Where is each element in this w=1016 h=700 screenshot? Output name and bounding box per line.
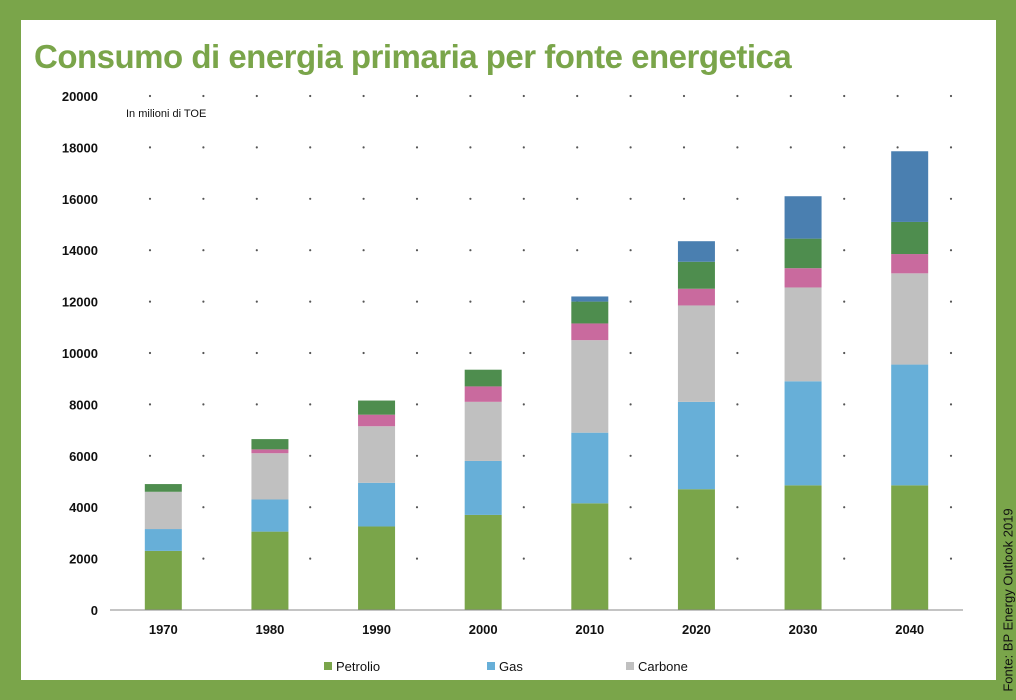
- bar-segment-petrolio-2030: [784, 485, 822, 610]
- y-tick-label: 20000: [62, 89, 98, 104]
- x-tick-label: 2010: [575, 622, 604, 637]
- bar-segment-nucleare-2020: [677, 288, 715, 306]
- bar-segment-nucleare-2000: [464, 386, 502, 402]
- bar-segment-gas-1970: [144, 529, 182, 551]
- bar-segment-rinnovabili-2030: [784, 196, 822, 239]
- legend-label-gas: Gas: [499, 659, 523, 674]
- y-tick-label: 16000: [62, 192, 98, 207]
- x-tick-label: 1970: [149, 622, 178, 637]
- bar-segment-nucleare-1980: [251, 449, 289, 454]
- bar-segment-gas-2040: [891, 364, 929, 486]
- x-tick-label: 1990: [362, 622, 391, 637]
- bar-segment-idroelettrico-2040: [891, 221, 929, 255]
- bar-segment-rinnovabili-2010: [571, 296, 609, 302]
- bar-segment-petrolio-1980: [251, 531, 289, 610]
- bar-segment-gas-2010: [571, 432, 609, 504]
- x-tick-label: 2030: [789, 622, 818, 637]
- bar-segment-nucleare-2040: [891, 254, 929, 274]
- x-tick-label: 1980: [255, 622, 284, 637]
- legend-swatch-gas: [487, 662, 495, 670]
- bar-segment-petrolio-1970: [144, 550, 182, 610]
- bar-segment-carbone-2020: [677, 305, 715, 402]
- chart-title: Consumo di energia primaria per fonte en…: [34, 38, 792, 75]
- legend-label-carbone: Carbone: [638, 659, 688, 674]
- bar-segment-gas-1980: [251, 499, 289, 532]
- bar-segment-petrolio-2040: [891, 485, 929, 610]
- bar-segment-petrolio-2000: [464, 514, 502, 610]
- bar-segment-carbone-2040: [891, 273, 929, 365]
- bar-segment-nucleare-2030: [784, 268, 822, 288]
- bar-segment-carbone-2010: [571, 340, 609, 433]
- bar-segment-nucleare-2010: [571, 323, 609, 341]
- legend-swatch-carbone: [626, 662, 634, 670]
- y-tick-label: 4000: [69, 500, 98, 515]
- bar-segment-nucleare-1990: [358, 414, 396, 427]
- y-tick-label: 6000: [69, 449, 98, 464]
- legend-label-petrolio: Petrolio: [336, 659, 380, 674]
- bar-segment-gas-2030: [784, 381, 822, 486]
- bar-segment-idroelettrico-1990: [358, 400, 396, 415]
- bar-segment-rinnovabili-2020: [677, 241, 715, 262]
- bar-segment-idroelettrico-2010: [571, 301, 609, 324]
- y-tick-label: 2000: [69, 552, 98, 567]
- legend-swatch-petrolio: [324, 662, 332, 670]
- bar-segment-idroelettrico-1970: [144, 484, 182, 492]
- chart-panel: [21, 20, 996, 680]
- y-tick-label: 10000: [62, 346, 98, 361]
- bar-segment-gas-2000: [464, 460, 502, 515]
- source-credit: Fonte: BP Energy Outlook 2019: [1000, 508, 1016, 692]
- bar-segment-petrolio-1990: [358, 526, 396, 610]
- bar-segment-carbone-1980: [251, 453, 289, 500]
- bar-segment-carbone-2030: [784, 287, 822, 382]
- bar-segment-gas-2020: [677, 401, 715, 490]
- bar-segment-rinnovabili-2040: [891, 151, 929, 222]
- bar-segment-carbone-1990: [358, 426, 396, 483]
- y-tick-label: 14000: [62, 243, 98, 258]
- bar-segment-idroelettrico-1980: [251, 439, 289, 450]
- y-tick-label: 0: [91, 603, 98, 618]
- x-tick-label: 2000: [469, 622, 498, 637]
- bar-segment-gas-1990: [358, 482, 396, 527]
- bar-segment-carbone-1970: [144, 491, 182, 530]
- bar-segment-idroelettrico-2030: [784, 238, 822, 269]
- bar-segment-idroelettrico-2020: [677, 261, 715, 289]
- bar-segment-petrolio-2010: [571, 503, 609, 610]
- y-tick-label: 18000: [62, 140, 98, 155]
- bar-segment-idroelettrico-2000: [464, 369, 502, 387]
- bar-segment-carbone-2000: [464, 401, 502, 461]
- y-tick-label: 12000: [62, 295, 98, 310]
- x-tick-label: 2020: [682, 622, 711, 637]
- bar-segment-petrolio-2020: [677, 489, 715, 610]
- y-tick-label: 8000: [69, 397, 98, 412]
- unit-label: In milioni di TOE: [126, 108, 206, 120]
- x-tick-label: 2040: [895, 622, 924, 637]
